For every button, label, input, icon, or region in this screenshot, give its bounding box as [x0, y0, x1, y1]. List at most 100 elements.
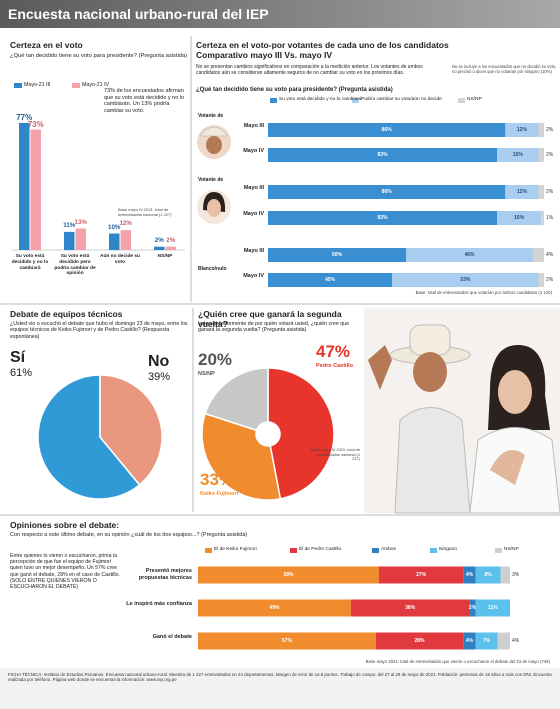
- bar-segment: [268, 248, 406, 262]
- bar-segment: [406, 248, 533, 262]
- bar-segment: [475, 566, 501, 584]
- category-label: Mayo III: [243, 248, 264, 254]
- description: No se presentan cambios significativos e…: [196, 64, 423, 76]
- value-label: 33%: [200, 470, 235, 489]
- value-label: 3%: [512, 572, 520, 578]
- category-label: Le inspiró más confianza: [126, 601, 192, 607]
- bar-segment: [268, 123, 506, 137]
- value-label: 49%: [269, 605, 280, 611]
- bar-segment: [541, 211, 544, 225]
- value-label: 58%: [283, 572, 294, 578]
- value-label: 27%: [416, 572, 427, 578]
- value-label: 12%: [516, 127, 527, 133]
- legend-swatch: [372, 548, 379, 553]
- bar-segment: [268, 185, 506, 199]
- value-label: 50%: [331, 252, 342, 258]
- bar-segment: [198, 599, 351, 617]
- category-label: Mayo III: [243, 185, 264, 191]
- bar-segment: [505, 185, 539, 199]
- bar-segment: [463, 632, 476, 650]
- chart-subtitle: Independientemente de por quién votará u…: [198, 321, 350, 334]
- legend-label: Él de Pedro Castillo: [299, 546, 342, 552]
- chart-title: Certeza en el voto: [10, 40, 83, 50]
- annotation: 73% de los encuestados afirman que su vo…: [104, 88, 185, 114]
- legend-label: Mayo-21 IV: [82, 82, 110, 88]
- note: Base mayo 2021: total de entrevistados q…: [365, 659, 550, 664]
- slice-name: Sí: [10, 349, 26, 366]
- value-label: 12%: [119, 220, 132, 228]
- value-label: 1%: [546, 215, 554, 221]
- bar-segment: [268, 273, 393, 287]
- value-label: 28%: [414, 638, 425, 644]
- value-label: 11%: [487, 605, 498, 611]
- value-label: 2%: [546, 189, 554, 195]
- bar: [19, 122, 30, 250]
- chart-subtitle: Con respecto a este último debate, en su…: [10, 532, 248, 538]
- value-label: 15%: [512, 152, 523, 158]
- value-label: 7%: [482, 638, 491, 644]
- bar-segment: [378, 566, 464, 584]
- value-label: 46%: [464, 252, 475, 258]
- bar-segment: [538, 148, 544, 162]
- bar-segment: [475, 599, 510, 617]
- value-label: 47%: [316, 342, 351, 361]
- legend-label: Él de Keiko Fujimori: [214, 546, 257, 552]
- bar-segment: [538, 123, 544, 137]
- legend-label: Ambos: [381, 546, 396, 552]
- value-label: 4%: [465, 638, 474, 644]
- bar-segment: [532, 248, 544, 262]
- chart-title: Opiniones sobre el debate:: [10, 520, 120, 530]
- category-label: Su voto está decidido y no lo cambiará: [11, 254, 49, 271]
- bar-segment: [392, 273, 539, 287]
- bar-segment: [198, 566, 379, 584]
- bar: [64, 231, 75, 250]
- bar: [30, 129, 41, 250]
- category-label: Mayo III: [243, 123, 264, 129]
- slice: [201, 412, 282, 501]
- category-label: Ganó el debate: [152, 634, 192, 640]
- bar-segment: [538, 273, 544, 287]
- footer-text: FICHA TÉCNICA: Instituto de Estudios Per…: [8, 672, 552, 683]
- category-label: NS/NP: [157, 254, 173, 259]
- question: ¿Qué tan decidido tiene su voto para pre…: [196, 87, 393, 93]
- value-label: 12%: [516, 189, 527, 195]
- bar-segment: [497, 632, 510, 650]
- note: Base mayo IV 2021: total de entrevistado…: [118, 207, 172, 217]
- value-label: 86%: [381, 127, 392, 133]
- slice: [37, 374, 141, 500]
- value-label: 73%: [27, 119, 44, 129]
- value-label: 83%: [377, 215, 388, 221]
- legend-swatch: [290, 548, 297, 553]
- bar-segment: [497, 148, 539, 162]
- value-label: 20%: [198, 350, 233, 369]
- bar: [165, 246, 176, 250]
- footer-band: [0, 668, 560, 709]
- legend-swatch: [352, 98, 359, 103]
- value-label: 53%: [460, 277, 471, 283]
- category-label: Presentó mejores propuestas técnicas: [138, 568, 192, 581]
- bar-segment: [268, 211, 498, 225]
- note: Base: total de entrevistados que votaría…: [415, 290, 552, 295]
- value-label: 61%: [10, 367, 33, 379]
- legend-swatch: [495, 548, 502, 553]
- value-label: 38%: [405, 605, 416, 611]
- legend-label: Ninguno: [439, 546, 457, 552]
- bar-segment: [198, 632, 376, 650]
- bar: [154, 246, 165, 250]
- legend-label: NS/NP: [467, 96, 482, 102]
- slice-name: Keiko Fujimori: [200, 491, 239, 497]
- value-label: 4%: [546, 252, 554, 258]
- bar: [120, 230, 131, 250]
- legend-swatch: [14, 83, 22, 88]
- chart-title: Debate de equipos técnicos: [10, 309, 123, 319]
- group-label: Blanco/nulo: [198, 266, 227, 272]
- value-label: 86%: [381, 189, 392, 195]
- legend-swatch: [72, 83, 80, 88]
- value-label: 2%: [468, 605, 477, 611]
- category-label: Aún no decide su voto: [100, 254, 140, 265]
- chart-title: ¿Quién cree que ganará la segunda vuelta…: [198, 309, 342, 330]
- group-label: Votante de: [198, 113, 224, 119]
- value-label: 11%: [63, 221, 76, 229]
